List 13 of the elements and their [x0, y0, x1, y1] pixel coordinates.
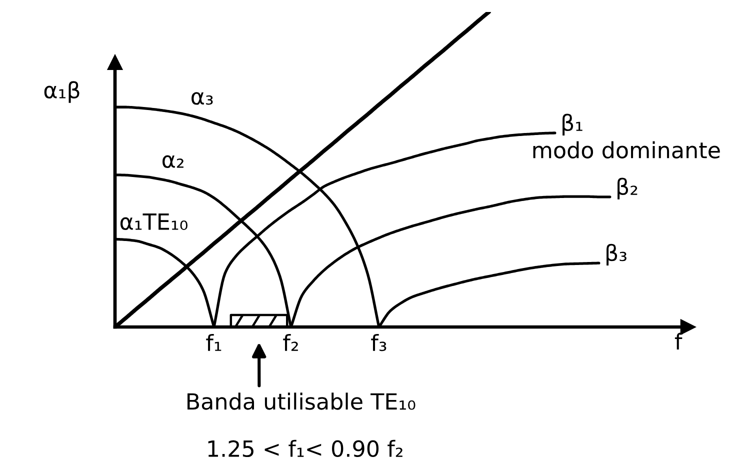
series-label: α₃	[192, 92, 213, 105]
series-label: β₂	[618, 178, 638, 200]
x-tick-label: f₃	[371, 334, 386, 352]
text: 1.25 < f₁< 0.90 f₂	[208, 440, 402, 458]
x-tick-label: f₁	[206, 334, 222, 351]
x-tick-label: f₂	[283, 334, 298, 351]
text: Banda utilisable TE₁₀	[188, 392, 416, 410]
series-label: β₁	[562, 114, 582, 136]
y-axis-title: α₁β	[44, 81, 80, 103]
series-label: β₃	[606, 244, 626, 266]
series-label: α₂	[162, 155, 184, 168]
series-label: α₁TE₁₀	[120, 214, 188, 230]
annotation: modo dominante	[533, 141, 720, 158]
